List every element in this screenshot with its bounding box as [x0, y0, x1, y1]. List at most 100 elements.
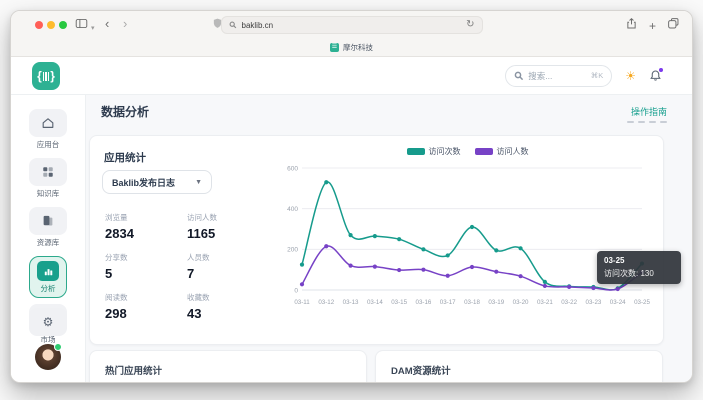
app-selector-value: Baklib发布日志 — [112, 177, 176, 188]
refresh-icon[interactable]: ↻ — [466, 19, 475, 30]
sidebar-item-knowledge[interactable]: 知识库 — [29, 158, 67, 199]
bell-icon[interactable] — [649, 67, 663, 83]
stat-item: 分享数 5 — [105, 252, 187, 292]
svg-text:400: 400 — [287, 206, 298, 213]
stat-item: 阅读数 298 — [105, 292, 187, 332]
logo-brace-right: } — [50, 69, 55, 83]
close-window-button[interactable] — [35, 21, 43, 29]
site-favicon: ☰ — [330, 43, 339, 52]
tab-strip: ☰ 摩尔科技 — [11, 39, 692, 57]
layers-icon — [29, 207, 67, 235]
home-icon — [29, 109, 67, 137]
svg-text:03-12: 03-12 — [318, 299, 334, 306]
stat-value: 43 — [187, 306, 202, 321]
hot-apps-card: 热门应用统计 — [89, 350, 367, 382]
svg-text:03-25: 03-25 — [634, 299, 650, 306]
svg-text:03-11: 03-11 — [294, 299, 310, 306]
svg-text:03-13: 03-13 — [343, 299, 359, 306]
stat-value: 7 — [187, 266, 195, 281]
legend-item[interactable]: 访问人数 — [474, 146, 529, 157]
browser-window: ▾ ‹ › ↻ + ☰ 摩尔科技 { — [10, 10, 693, 383]
app-header: { } ⌘K ☀ — [11, 57, 692, 95]
svg-text:03-24: 03-24 — [610, 299, 626, 306]
visits-chart[interactable]: 访问次数 访问人数 0 200 400 600 03-11 03-12 03-13 03-14 0… — [280, 144, 655, 322]
dam-card-title: DAM资源统计 — [391, 366, 451, 377]
browser-tab[interactable]: ☰ 摩尔科技 — [330, 42, 373, 53]
app-selector-dropdown[interactable]: Baklib发布日志 ▼ — [102, 170, 212, 194]
sidebar-item-label: 市场 — [40, 335, 56, 344]
forward-icon[interactable]: › — [123, 16, 128, 31]
online-status-dot — [54, 343, 62, 351]
gear-icon[interactable]: ⚙ — [29, 308, 67, 336]
chart-tooltip: 03-25 访问次数: 130 — [597, 251, 681, 284]
url-bar[interactable]: ↻ — [220, 16, 483, 34]
stat-value: 5 — [105, 266, 113, 281]
dam-resources-card: DAM资源统计 — [375, 350, 663, 382]
baklib-logo[interactable]: { } — [32, 62, 60, 90]
sidebar-item-label: 分析 — [40, 284, 56, 293]
page-title: 数据分析 — [101, 105, 150, 119]
grid-icon — [29, 158, 67, 186]
guide-carousel-dots[interactable] — [627, 121, 667, 123]
search-icon — [229, 21, 236, 29]
svg-text:03-19: 03-19 — [488, 299, 504, 306]
sidebar-toggle-icon[interactable] — [75, 17, 88, 35]
back-icon[interactable]: ‹ — [105, 16, 110, 31]
new-tab-icon[interactable]: + — [648, 19, 656, 33]
sidebar-item-label: 知识库 — [36, 189, 60, 198]
chart-legend[interactable]: 访问次数 访问人数 — [280, 144, 655, 158]
avatar[interactable] — [35, 343, 62, 370]
stat-label: 分享数 — [105, 253, 128, 262]
stat-item: 访问人数 1165 — [187, 212, 269, 252]
tooltip-date: 03-25 — [604, 256, 625, 265]
sidebar-item-analytics[interactable]: 分析 — [29, 256, 67, 298]
tab-title: 摩尔科技 — [343, 43, 373, 52]
logo-bars — [42, 71, 50, 81]
svg-text:03-17: 03-17 — [440, 299, 456, 306]
svg-text:03-20: 03-20 — [513, 299, 529, 306]
search-shortcut: ⌘K — [590, 71, 604, 80]
global-search[interactable]: ⌘K — [505, 64, 613, 87]
notification-dot — [659, 67, 663, 72]
logo-brace-left: { — [37, 69, 42, 83]
url-field[interactable] — [241, 20, 467, 30]
titlebar: ▾ ‹ › ↻ + — [11, 11, 692, 39]
stat-value: 298 — [105, 306, 127, 321]
stats-grid: 浏览量 2834 访问人数 1165 分享数 5 人员数 7 阅读数 298 收藏数 43 — [105, 212, 269, 332]
svg-text:200: 200 — [287, 247, 298, 254]
hot-apps-card-title: 热门应用统计 — [105, 366, 163, 377]
sidebar-item-resources[interactable]: 资源库 — [29, 207, 67, 248]
share-icon[interactable] — [625, 17, 638, 35]
sidebar-item-label: 资源库 — [36, 238, 60, 247]
svg-text:03-23: 03-23 — [586, 299, 602, 306]
tabs-overview-icon[interactable] — [667, 17, 680, 35]
search-icon — [514, 71, 524, 80]
stat-item: 浏览量 2834 — [105, 212, 187, 252]
guide-link[interactable]: 操作指南 — [630, 107, 667, 117]
line-chart[interactable]: 0 200 400 600 03-11 03-12 03-13 03-14 03-15 03-16… — [280, 158, 655, 318]
stat-label: 访问人数 — [187, 213, 217, 222]
app-stats-card: 应用统计 Baklib发布日志 ▼ 浏览量 2834 访问人数 1165 分享数 5 人员数… — [89, 135, 664, 345]
zoom-window-button[interactable] — [59, 21, 67, 29]
stats-card-title: 应用统计 — [104, 152, 146, 164]
minimize-window-button[interactable] — [47, 21, 55, 29]
svg-text:03-21: 03-21 — [537, 299, 553, 306]
svg-text:03-18: 03-18 — [464, 299, 480, 306]
stat-label: 浏览量 — [105, 213, 128, 222]
stat-label: 阅读数 — [105, 293, 128, 302]
chevron-down-icon: ▼ — [195, 178, 202, 186]
chart-icon — [37, 261, 59, 281]
chevron-down-icon[interactable]: ▾ — [91, 25, 95, 32]
sidebar-item-apps[interactable]: 应用台 — [29, 109, 67, 150]
stat-item: 人员数 7 — [187, 252, 269, 292]
stat-value: 2834 — [105, 226, 134, 241]
search-input[interactable] — [528, 70, 581, 81]
sidebar-item-label: 应用台 — [36, 140, 60, 149]
legend-label: 访问人数 — [496, 146, 529, 156]
stat-label: 收藏数 — [187, 293, 210, 302]
shield-icon[interactable] — [211, 17, 224, 35]
legend-item[interactable]: 访问次数 — [406, 146, 461, 157]
sun-icon[interactable]: ☀ — [625, 68, 636, 83]
svg-text:03-15: 03-15 — [391, 299, 407, 306]
svg-text:600: 600 — [287, 165, 298, 172]
